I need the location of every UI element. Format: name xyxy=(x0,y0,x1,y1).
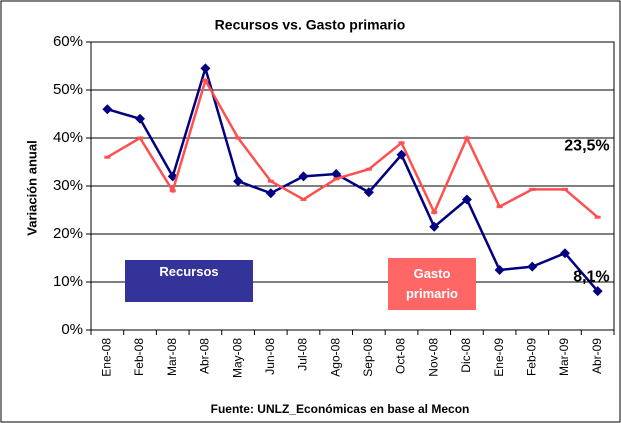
x-tick-label: Sep-08 xyxy=(361,338,375,377)
marker xyxy=(365,167,372,171)
marker xyxy=(331,169,342,179)
y-tick-label: 10% xyxy=(53,273,83,290)
marker xyxy=(300,197,307,201)
y-axis-label: Variación anual xyxy=(24,140,39,235)
marker xyxy=(265,188,276,199)
y-tick-label: 30% xyxy=(53,177,83,194)
x-tick-label: May-08 xyxy=(230,338,244,378)
data-label: 23,5% xyxy=(564,137,609,154)
y-tick-label: 60% xyxy=(53,33,83,50)
marker xyxy=(561,187,568,191)
x-tick-label: Jul-08 xyxy=(296,338,310,371)
x-tick-label: Ene-09 xyxy=(492,338,506,377)
x-tick-label: Ene-08 xyxy=(100,338,114,377)
marker xyxy=(363,187,374,198)
marker xyxy=(169,189,176,193)
x-tick-label: Abr-09 xyxy=(590,338,604,374)
x-tick-label: Mar-09 xyxy=(557,338,571,376)
x-tick-label: Dic-08 xyxy=(459,338,473,373)
marker xyxy=(527,261,538,272)
y-tick-label: 50% xyxy=(53,81,83,98)
marker xyxy=(592,286,603,297)
x-tick-label: Feb-08 xyxy=(132,338,146,376)
marker xyxy=(431,210,438,214)
x-tick-label: Ago-08 xyxy=(328,338,342,377)
data-label: 8,1% xyxy=(573,268,609,285)
marker xyxy=(298,171,309,182)
marker xyxy=(398,141,405,145)
y-tick-label: 40% xyxy=(53,129,83,146)
marker xyxy=(529,187,536,191)
x-tick-label: Mar-08 xyxy=(165,338,179,376)
x-tick-label: Nov-08 xyxy=(426,338,440,377)
marker xyxy=(104,155,111,159)
marker xyxy=(429,221,440,232)
x-tick-label: Jun-08 xyxy=(263,338,277,375)
marker xyxy=(559,248,570,259)
y-tick-label: 20% xyxy=(53,225,83,242)
legend-recursos: Recursos xyxy=(125,260,253,302)
x-tick-label: Feb-09 xyxy=(524,338,538,376)
source: Fuente: UNLZ_Económicas en base al Mecon xyxy=(211,402,470,416)
marker xyxy=(235,136,242,140)
marker xyxy=(463,136,470,140)
marker xyxy=(102,104,113,115)
marker xyxy=(135,113,146,124)
x-tick-label: Abr-08 xyxy=(198,338,212,374)
marker xyxy=(267,179,274,183)
y-tick-label: 0% xyxy=(61,321,83,338)
marker xyxy=(233,176,244,187)
legend-gasto: Gasto primario xyxy=(388,258,476,310)
marker xyxy=(202,78,209,82)
chart-title: Recursos vs. Gasto primario xyxy=(215,17,406,33)
marker xyxy=(200,63,211,74)
marker xyxy=(496,205,503,209)
marker xyxy=(137,136,144,140)
marker xyxy=(333,177,340,181)
series-line xyxy=(106,63,599,292)
marker xyxy=(461,194,472,205)
x-tick-label: Oct-08 xyxy=(394,338,408,374)
marker xyxy=(396,149,407,160)
series-line xyxy=(106,77,599,219)
marker xyxy=(494,265,505,275)
marker xyxy=(594,215,601,219)
